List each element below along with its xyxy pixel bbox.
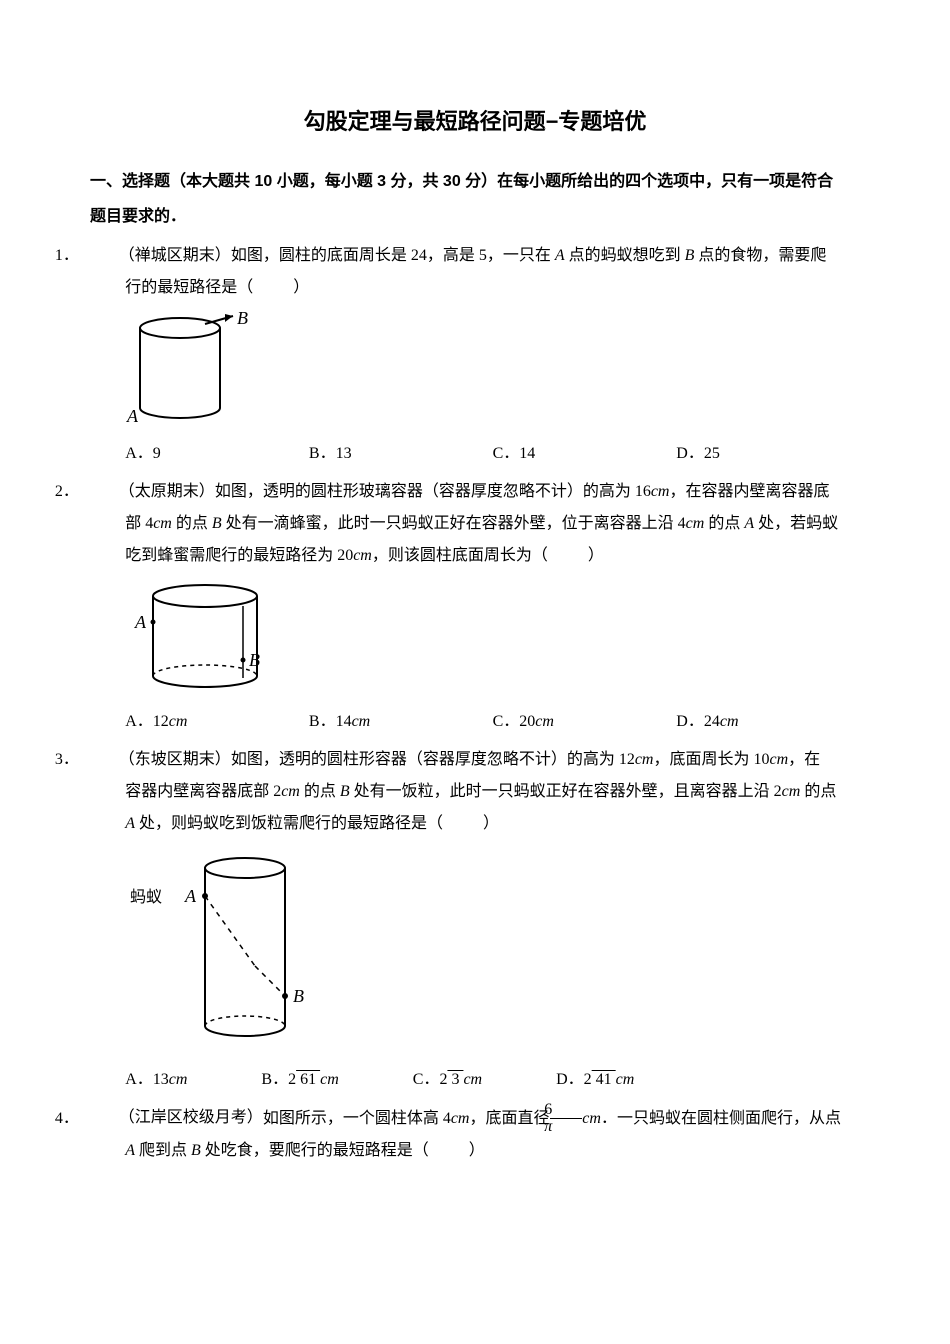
q3-label-A: A — [184, 886, 197, 906]
q2-stem-line2: 部 4cm 的点 B 处有一滴蜂蜜，此时一只蚂蚁正好在容器外壁，位于离容器上沿 … — [125, 515, 838, 532]
section-intro-line1: 一、选择题（本大题共 10 小题，每小题 3 分，共 30 分）在每小题所给出的… — [90, 173, 833, 190]
q3-stem-line1: 如图，透明的圆柱形容器（容器厚度忽略不计）的高为 12cm，底面周长为 10cm… — [231, 751, 820, 768]
q1-stem-line2: 行的最短路径是（） — [125, 279, 309, 296]
q2-option-B: B．14cm — [309, 706, 493, 738]
q2-stem-line1: 如图，透明的圆柱形玻璃容器（容器厚度忽略不计）的高为 16cm，在容器内壁离容器… — [215, 483, 830, 500]
q2-source: （太原期末） — [119, 483, 215, 500]
q4-source: （江岸区校级月考） — [119, 1110, 263, 1127]
q1-option-B: B．13 — [309, 438, 493, 470]
q3-option-B: B．2 61 cm — [261, 1064, 338, 1096]
q1-label-B: B — [237, 310, 248, 328]
question-4: 4．（江岸区校级月考）如图所示，一个圆柱体高 4cm，底面直径6πcm．一只蚂蚁… — [90, 1102, 860, 1167]
q2-number: 2． — [90, 476, 119, 508]
q2-option-A: A．12cm — [125, 706, 309, 738]
q1-option-A: A．9 — [125, 438, 309, 470]
q2-label-A: A — [134, 612, 147, 632]
q3-label-B: B — [293, 986, 304, 1006]
question-3: 3．（东坡区期末）如图，透明的圆柱形容器（容器厚度忽略不计）的高为 12cm，底… — [90, 744, 860, 1096]
q2-option-C: C．20cm — [493, 706, 677, 738]
page-title: 勾股定理与最短路径问题−专题培优 — [90, 100, 860, 144]
q2-label-B: B — [249, 650, 260, 670]
q3-figure: A 蚂蚁 B — [90, 846, 860, 1056]
q1-option-C: C．14 — [493, 438, 677, 470]
q1-label-A: A — [126, 406, 139, 426]
q4-stem-line2: A 爬到点 B 处吃食，要爬行的最短路程是（） — [125, 1142, 485, 1159]
q2-option-D: D．24cm — [676, 706, 860, 738]
q1-stem-line1: 如图，圆柱的底面周长是 24，高是 5，一只在 A 点的蚂蚁想吃到 B 点的食物… — [231, 247, 827, 264]
q2-figure: A B — [90, 578, 860, 698]
q1-option-D: D．25 — [676, 438, 860, 470]
q2-options: A．12cm B．14cm C．20cm D．24cm — [90, 706, 860, 738]
q3-options: A．13cm B．2 61 cm C．2 3 cm D．2 41 cm — [90, 1064, 860, 1096]
q3-stem-line2: 容器内壁离容器底部 2cm 的点 B 处有一饭粒，此时一只蚂蚁正好在容器外壁，且… — [125, 783, 836, 800]
q3-source: （东坡区期末） — [119, 751, 231, 768]
question-2: 2．（太原期末）如图，透明的圆柱形玻璃容器（容器厚度忽略不计）的高为 16cm，… — [90, 476, 860, 738]
q3-number: 3． — [90, 744, 119, 776]
q1-figure: B A — [90, 310, 860, 430]
q1-options: A．9 B．13 C．14 D．25 — [90, 438, 860, 470]
q1-source: （禅城区期末） — [119, 247, 231, 264]
q3-option-A: A．13cm — [125, 1064, 187, 1096]
q1-number: 1． — [90, 240, 119, 272]
question-1: 1．（禅城区期末）如图，圆柱的底面周长是 24，高是 5，一只在 A 点的蚂蚁想… — [90, 240, 860, 470]
q2-stem-line3: 吃到蜂蜜需爬行的最短路径为 20cm，则该圆柱底面周长为（） — [125, 547, 604, 564]
q3-option-C: C．2 3 cm — [413, 1064, 482, 1096]
q3-option-D: D．2 41 cm — [556, 1064, 634, 1096]
q3-label-ant: 蚂蚁 — [130, 888, 162, 906]
section-intro-line2: 题目要求的． — [90, 208, 186, 225]
q4-stem-line1: 如图所示，一个圆柱体高 4cm，底面直径6πcm．一只蚂蚁在圆柱侧面爬行，从点 — [263, 1110, 841, 1127]
q4-number: 4． — [90, 1103, 119, 1135]
section-intro: 一、选择题（本大题共 10 小题，每小题 3 分，共 30 分）在每小题所给出的… — [90, 164, 860, 234]
q3-stem-line3: A 处，则蚂蚁吃到饭粒需爬行的最短路径是（） — [125, 815, 499, 832]
